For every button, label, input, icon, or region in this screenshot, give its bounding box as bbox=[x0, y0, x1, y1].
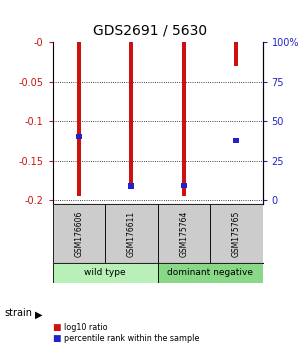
Text: GSM176611: GSM176611 bbox=[127, 211, 136, 257]
Text: GDS2691 / 5630: GDS2691 / 5630 bbox=[93, 23, 207, 37]
Bar bbox=[182, 42, 186, 196]
Bar bbox=[129, 42, 134, 187]
Text: GSM176606: GSM176606 bbox=[74, 211, 83, 257]
Text: percentile rank within the sample: percentile rank within the sample bbox=[64, 333, 200, 343]
Text: GSM175765: GSM175765 bbox=[232, 211, 241, 257]
Text: ■: ■ bbox=[52, 333, 61, 343]
Bar bbox=[76, 134, 82, 139]
Bar bbox=[233, 138, 239, 143]
Bar bbox=[105, 204, 158, 263]
Text: GSM175764: GSM175764 bbox=[179, 211, 188, 257]
Bar bbox=[77, 42, 81, 196]
Bar bbox=[52, 204, 105, 263]
Text: ■: ■ bbox=[52, 323, 61, 332]
Text: dominant negative: dominant negative bbox=[167, 268, 253, 278]
Text: ▶: ▶ bbox=[35, 309, 43, 319]
Bar bbox=[128, 183, 134, 189]
Bar bbox=[234, 42, 239, 66]
Text: strain: strain bbox=[4, 308, 32, 318]
Bar bbox=[158, 204, 210, 263]
Text: log10 ratio: log10 ratio bbox=[64, 323, 108, 332]
Text: wild type: wild type bbox=[84, 268, 126, 278]
Bar bbox=[158, 263, 262, 283]
Bar bbox=[210, 204, 262, 263]
Bar bbox=[52, 263, 158, 283]
Bar bbox=[181, 183, 187, 188]
